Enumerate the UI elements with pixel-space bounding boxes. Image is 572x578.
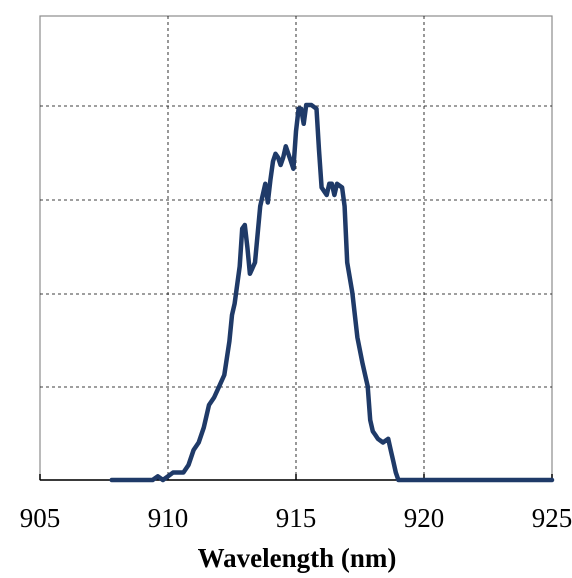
grid-lines	[40, 16, 552, 480]
x-tick-label: 905	[20, 503, 61, 533]
x-tick-labels: 905 910 915 920 925	[20, 503, 572, 533]
x-axis-title: Wavelength (nm)	[198, 543, 397, 573]
x-tick-label: 915	[276, 503, 317, 533]
x-tick-label: 920	[404, 503, 445, 533]
x-tick-label: 925	[532, 503, 572, 533]
plot-area	[39, 15, 553, 481]
spectrum-line	[109, 102, 555, 483]
x-tick-label: 910	[148, 503, 189, 533]
